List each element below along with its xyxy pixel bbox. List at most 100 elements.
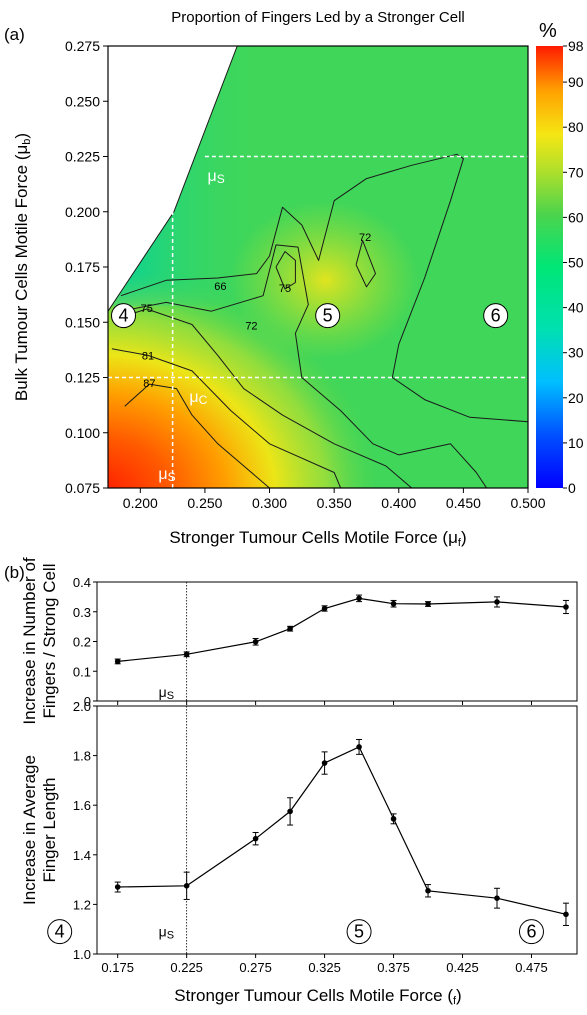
colorbar-tick-label: 98	[568, 38, 584, 54]
y-tick-label: 0.100	[65, 425, 100, 441]
contour-line-66	[120, 153, 528, 423]
length-chart-y-ticks: 1.0 1.2 1.4 1.6 1.8 2.0	[73, 699, 97, 962]
heatmap-y-ticks: 0.075 0.100 0.125 0.150 0.175 0.200 0.225 0.250…	[65, 38, 108, 496]
x-tick-label: 0.200	[123, 495, 158, 511]
fingers-chart-mu-s-line: μS	[159, 582, 188, 702]
y-tick-label: 0.1	[73, 664, 91, 679]
contour-labels: 66 72 72 75 75 81 87	[141, 232, 372, 390]
mu-annotations: μS μC μS	[158, 168, 224, 484]
colorbar-tick-label: 80	[568, 119, 584, 135]
length-chart-x-ticks: 0.175 0.225 0.275 0.325 0.375 0.425 0.475	[101, 954, 548, 975]
y-tick-label: 0.225	[65, 149, 100, 165]
region-marker: 6	[518, 919, 544, 945]
colorbar-ticks: 0 10 20 30 40 50 60 70 80 90 98	[563, 38, 584, 496]
y-tick-label: 0.275	[65, 38, 100, 54]
finger-length-series	[114, 738, 569, 926]
panel-a-tag: (a)	[4, 25, 25, 44]
colorbar-tick-label: 0	[568, 480, 576, 496]
data-point	[114, 884, 121, 890]
data-point	[356, 744, 362, 750]
finger-length-chart: μS 4 5 6 1.0 1.2 1.4 1.6 1.8 2.0 0.175 0.225 0.27…	[47, 699, 578, 975]
data-point	[425, 887, 431, 894]
contour-line-75	[111, 308, 413, 488]
y-tick-label: 0.075	[65, 480, 100, 496]
length-chart-mu-s-line: μS	[159, 706, 188, 954]
region-label: 6	[526, 922, 536, 942]
series-line	[117, 746, 567, 915]
colorbar-unit: %	[539, 20, 557, 42]
contour-label: 75	[279, 283, 291, 295]
colorbar-tick-label: 90	[568, 74, 584, 90]
y-tick-label: 0.200	[65, 204, 100, 220]
fingers-series	[114, 594, 569, 665]
fingers-chart-y-ticks: 0 0.1 0.2 0.3 0.4	[73, 575, 97, 709]
data-point	[563, 911, 569, 918]
data-point	[183, 883, 190, 889]
contour-lines	[108, 46, 528, 488]
region-label: 6	[491, 306, 501, 326]
x-tick-label: 0.425	[446, 960, 479, 975]
heatmap-title: Proportion of Fingers Led by a Stronger …	[171, 9, 465, 26]
colorbar-tick-label: 70	[568, 164, 584, 180]
heatmap-yellow-zone	[230, 200, 420, 360]
contour-label: 81	[142, 350, 154, 362]
heatmap-x-ticks: 0.200 0.250 0.300 0.350 0.400 0.450 0.500	[123, 488, 546, 511]
y-tick-label: 2.0	[73, 699, 91, 714]
data-point	[114, 658, 121, 665]
x-tick-label: 0.450	[446, 495, 481, 511]
mu-annotation: μC	[189, 389, 207, 407]
y-tick-label: 1.2	[73, 897, 91, 912]
x-tick-label: 0.350	[317, 495, 352, 511]
x-tick-label: 0.325	[308, 960, 341, 975]
y-tick-label: 0.175	[65, 259, 100, 275]
x-tick-label: 0.400	[381, 495, 416, 511]
region-marker: 4	[111, 303, 137, 329]
length-chart-x-axis-title: Stronger Tumour Cells Motile Force (f)	[174, 986, 461, 1007]
data-point	[321, 605, 328, 612]
data-point	[183, 651, 190, 658]
contour-label: 75	[141, 303, 153, 315]
data-point	[390, 600, 397, 607]
data-point	[287, 808, 293, 815]
y-tick-label: 0.150	[65, 314, 100, 330]
region-marker: 5	[315, 303, 341, 329]
x-tick-label: 0.500	[510, 495, 545, 511]
panel-b-tag: (b)	[4, 563, 25, 582]
mu-annotation: μS	[208, 168, 225, 186]
x-tick-label: 0.475	[515, 960, 548, 975]
contour-line-81	[111, 348, 342, 488]
data-point	[563, 604, 569, 610]
data-point	[287, 625, 293, 632]
x-tick-label: 0.275	[239, 960, 272, 975]
y-tick-label: 0.3	[73, 605, 91, 620]
colorbar-tick-label: 10	[568, 435, 584, 451]
y-tick-label: 1.0	[73, 947, 91, 962]
y-tick-label: 0.2	[73, 635, 91, 650]
data-point	[252, 835, 259, 842]
threshold-lines	[108, 155, 528, 488]
region-label: 4	[55, 922, 65, 942]
x-tick-label: 0.300	[252, 495, 287, 511]
fingers-chart-frame	[96, 581, 578, 702]
x-tick-label: 0.225	[170, 960, 203, 975]
data-point	[321, 760, 328, 766]
y-tick-label: 1.8	[73, 749, 91, 764]
y-tick-label: 0.4	[73, 575, 91, 590]
y-tick-label: 0.250	[65, 93, 100, 109]
contour-label: 66	[214, 281, 226, 293]
fingers-chart-y-axis-title: Increase in Number ofFingers / Strong Ce…	[20, 557, 59, 725]
length-chart-frame	[96, 705, 578, 955]
length-chart-y-axis-title: Increase in AverageFinger Length	[20, 755, 59, 905]
region-markers: 4 5 6	[111, 303, 509, 329]
colorbar-tick-label: 40	[568, 300, 584, 316]
contour-label: 87	[143, 378, 155, 390]
mu-annotation: μS	[158, 466, 175, 484]
contour-label: 72	[359, 232, 371, 244]
mu-s-label: μS	[159, 684, 174, 702]
fingers-per-cell-chart: μS 0 0.1 0.2 0.3 0.4	[73, 575, 578, 709]
mu-s-label: μS	[159, 924, 174, 942]
colorbar-tick-label: 50	[568, 254, 584, 270]
data-point	[356, 595, 362, 602]
data-point	[494, 599, 500, 605]
colorbar-tick-label: 20	[568, 390, 584, 406]
